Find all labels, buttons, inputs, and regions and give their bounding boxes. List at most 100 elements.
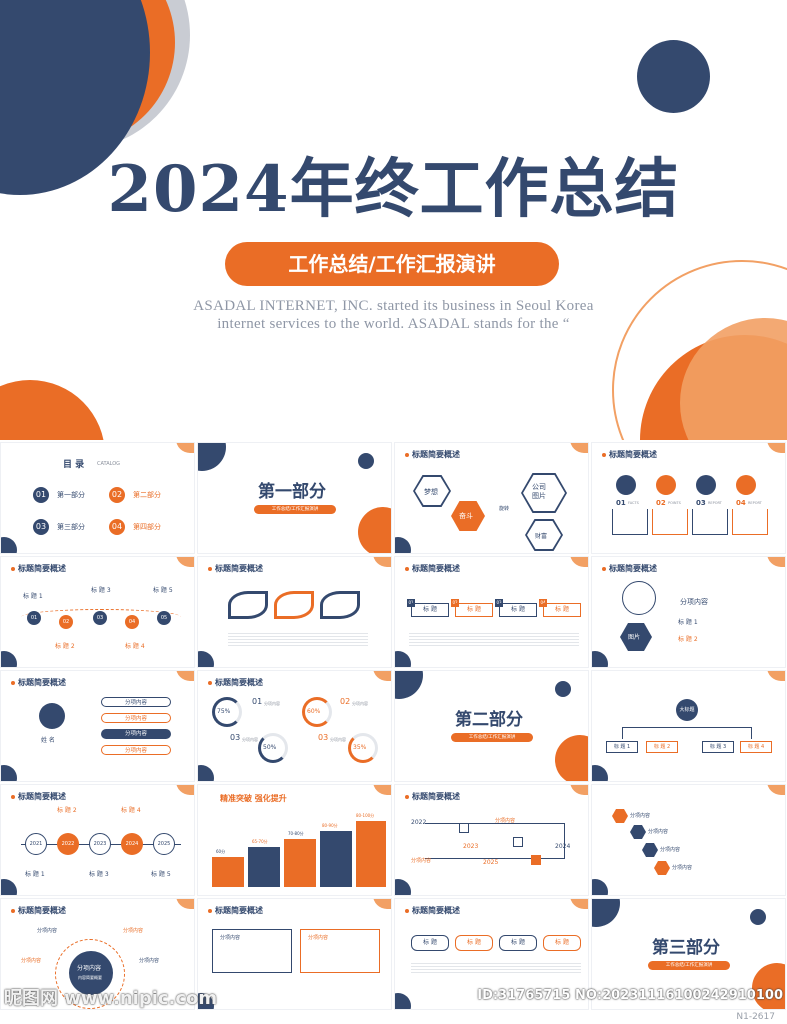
- slide-year-path[interactable]: 标题简要概述 2022 2023 2024 2025 分项内容 分项内容: [394, 784, 589, 896]
- hex-icon: [630, 825, 646, 839]
- slide-hex-list[interactable]: 分项内容 分项内容 分项内容 分项内容: [591, 784, 786, 896]
- watermark-site: 昵图网 www.nipic.com: [4, 988, 218, 1009]
- radial-center-sub: 内容简要概要: [78, 975, 102, 980]
- text-lines: [409, 631, 579, 647]
- watermark-id: ID:31765715 NO:20231116100242910100: [477, 988, 783, 1003]
- year-label: 标 题 2: [57, 807, 77, 814]
- corner-deco: [373, 557, 391, 567]
- cover-title: 2024年终工作总结: [107, 152, 680, 227]
- tree-leaf: 标 题 2: [646, 741, 678, 753]
- year-label: 标 题 5: [151, 871, 171, 878]
- slide-four-steps[interactable]: 标题简要概述 01 02 03 04 FACTS POINTS REPORT R…: [591, 442, 786, 554]
- step-num: 03: [696, 499, 706, 507]
- slide-title: 标题简要概述: [208, 677, 263, 688]
- tab-box: 标 题: [455, 603, 493, 617]
- tab-box: 标 题: [411, 603, 449, 617]
- deco-circle: [752, 963, 785, 1009]
- catalog-num: 02: [109, 487, 125, 503]
- corner-deco: [767, 557, 785, 567]
- box-label: 分项内容: [308, 935, 329, 941]
- wave-label: 标 题 5: [153, 587, 173, 594]
- step-tag: REPORT: [708, 501, 722, 505]
- slide-hex-concepts[interactable]: 标题简要概述 梦想 奋斗 公司 图片 财富 旋转: [394, 442, 589, 554]
- corner-deco: [176, 671, 194, 681]
- radial-center-label: 分项内容: [77, 965, 102, 972]
- slide-percent-rings[interactable]: 标题简要概述 75% 60% 50% 35% 01 分项内容 02 分项内容 0…: [197, 670, 392, 782]
- corner-deco: [395, 993, 411, 1009]
- slide-plant-picture[interactable]: 标题简要概述 图片 分项内容 标 题 1 标 题 2: [591, 556, 786, 668]
- tab-box: 标 题: [543, 603, 581, 617]
- slide-wave-steps[interactable]: 标题简要概述 01 02 03 04 05 标 题 1 标 题 2 标 题 3 …: [0, 556, 195, 668]
- tree-root: 大标题: [676, 699, 698, 721]
- slide-part-three[interactable]: 第三部分 工作总结/工作汇报演讲: [591, 898, 786, 1010]
- percent-ring: [258, 733, 288, 763]
- slide-radial[interactable]: 标题简要概述 分项内容 内容简要概要 分项内容 分项内容 分项内容 分项内容: [0, 898, 195, 1010]
- slide-profile[interactable]: 标题简要概述 姓 名 分项内容 分项内容 分项内容 分项内容: [0, 670, 195, 782]
- year-label: 标 题 3: [89, 871, 109, 878]
- corner-deco: [373, 899, 391, 909]
- slide-four-tabs[interactable]: 标题简要概述 01 02 03 04 标 题 标 题 标 题 标 题: [394, 556, 589, 668]
- box-label: 分项内容: [220, 935, 241, 941]
- slide-org-tree[interactable]: 大标题 标 题 1 标 题 2 标 题 3 标 题 4: [591, 670, 786, 782]
- step-frame: [732, 509, 768, 535]
- deco-circle: [555, 735, 588, 781]
- tab-box: 标 题: [499, 603, 537, 617]
- year-node: 2022: [57, 833, 79, 855]
- slide-title: 标题简要概述: [11, 905, 66, 916]
- slide-leaf-icons[interactable]: 标题简要概述: [197, 556, 392, 668]
- catalog-title-en: CATALOG: [97, 461, 121, 467]
- item-label: 分项内容: [264, 701, 280, 706]
- item-label: 分项内容: [242, 737, 258, 742]
- step-icon: [656, 475, 676, 495]
- step-bar: [320, 831, 352, 887]
- catalog-num: 04: [109, 519, 125, 535]
- wave-label: 标 题 3: [91, 587, 111, 594]
- text-lines: [411, 961, 581, 975]
- slide-tab-cards[interactable]: 标题简要概述 标 题 标 题 标 题 标 题: [394, 898, 589, 1010]
- deco-circle: [358, 507, 391, 553]
- year-node: 2021: [25, 833, 47, 855]
- step-bar: [212, 857, 244, 887]
- slide-part-one[interactable]: 第一部分 工作总结/工作汇报演讲: [197, 442, 392, 554]
- percent-ring: [348, 733, 378, 763]
- hex-list-label: 分项内容: [648, 829, 669, 835]
- path-line: [425, 823, 565, 859]
- cover-english-line-2: internet services to the world. ASADAL s…: [217, 316, 570, 332]
- tree-connector: [622, 727, 752, 739]
- tab-card: 标 题: [499, 935, 537, 951]
- slide-year-timeline[interactable]: 标题简要概述 2021 2022 2023 2024 2025 标 题 1 标 …: [0, 784, 195, 896]
- corner-deco: [592, 651, 608, 667]
- leaf-shape: [228, 591, 268, 619]
- step-value: 65-70分: [252, 839, 268, 844]
- step-num: 04: [736, 499, 746, 507]
- step-frame: [692, 509, 728, 535]
- catalog-item: 第三部分: [57, 523, 85, 531]
- cover-subtitle-pill: 工作总结/工作汇报演讲: [225, 242, 559, 286]
- slide-catalog[interactable]: 目 录 CATALOG 01 第一部分 02 第二部分 03 第三部分 04 第…: [0, 442, 195, 554]
- percent-value: 75%: [217, 708, 231, 715]
- hex-shape: [413, 475, 451, 507]
- item-label: 标 题 1: [678, 619, 698, 626]
- picture-label: 图片: [628, 634, 641, 641]
- slide-title: 标题简要概述: [405, 791, 460, 802]
- slide-step-bars[interactable]: 精准突破 强化提升 60分 65-70分 70-80分 80-90分 80-10…: [197, 784, 392, 896]
- catalog-num: 03: [33, 519, 49, 535]
- catalog-item: 第一部分: [57, 491, 85, 499]
- corner-deco: [176, 443, 194, 453]
- corner-deco: [198, 651, 214, 667]
- cover-english-line-1: ASADAL INTERNET, INC. started its busine…: [193, 298, 594, 314]
- step-tag: FACTS: [628, 501, 639, 505]
- slide-part-two[interactable]: 第二部分 工作总结/工作汇报演讲: [394, 670, 589, 782]
- avatar: [39, 703, 65, 729]
- step-bar: [356, 821, 386, 887]
- item-label: 标 题 2: [678, 636, 698, 643]
- tree-leaf: 标 题 1: [606, 741, 638, 753]
- corner-deco: [570, 443, 588, 453]
- slide-title: 标题简要概述: [405, 563, 460, 574]
- profile-pill: 分项内容: [101, 697, 171, 707]
- slide-two-boxes[interactable]: 标题简要概述 分项内容 分项内容: [197, 898, 392, 1010]
- percent-ring: [302, 697, 332, 727]
- step-value: 80-90分: [322, 823, 338, 828]
- corner-deco: [395, 651, 411, 667]
- hex-shape: [521, 473, 567, 513]
